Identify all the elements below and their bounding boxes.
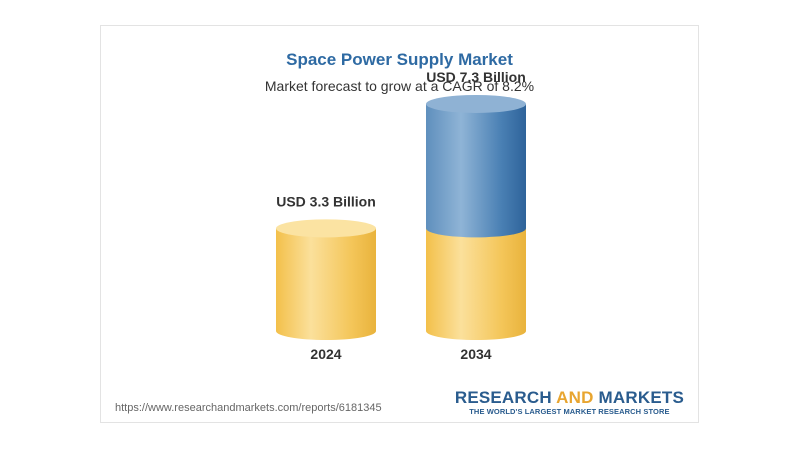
cylinder-bar-chart: USD 3.3 Billion 2024 USD 7.3 Billion 2034 — [276, 69, 526, 362]
chart-title: Space Power Supply Market — [286, 50, 513, 69]
source-url[interactable]: https://www.researchandmarkets.com/repor… — [115, 402, 382, 414]
brand-name: RESEARCH AND MARKETS — [454, 388, 684, 407]
category-label: 2034 — [460, 346, 491, 362]
category-label: 2024 — [310, 346, 341, 362]
value-label: USD 7.3 Billion — [426, 69, 526, 85]
bar-base-segment — [426, 228, 526, 340]
bar-growth-segment — [426, 103, 526, 238]
bar-top-cap — [276, 219, 376, 238]
brand-tagline: THE WORLD'S LARGEST MARKET RESEARCH STOR… — [469, 407, 670, 416]
chart-card: Space Power Supply Market Market forecas… — [100, 25, 699, 423]
cylinder-bar-2034 — [426, 94, 526, 340]
value-label: USD 3.3 Billion — [276, 193, 376, 209]
brand-logo: RESEARCH AND MARKETS THE WORLD'S LARGEST… — [455, 389, 684, 417]
cylinder-bar-2024 — [276, 219, 376, 340]
bar-top-cap — [426, 94, 526, 113]
bar-base-segment — [276, 228, 376, 340]
chart-subtitle: Market forecast to grow at a CAGR of 8.2… — [264, 78, 535, 94]
